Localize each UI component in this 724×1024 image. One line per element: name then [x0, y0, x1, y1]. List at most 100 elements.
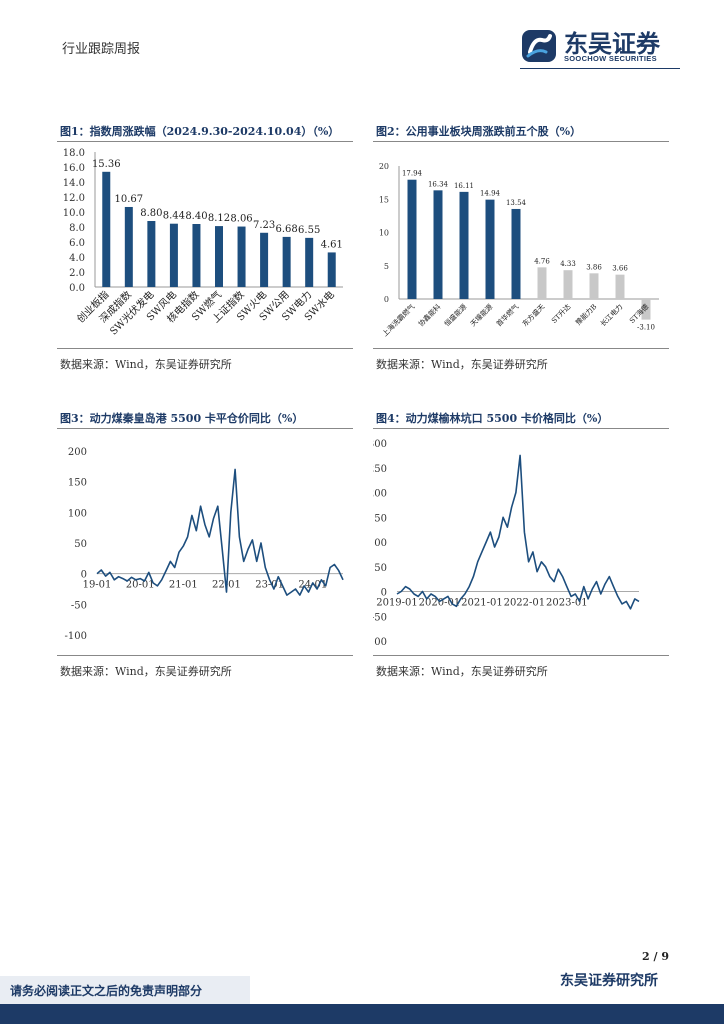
fig1-value-label: 4.61: [321, 239, 343, 250]
fig3-y-tick: 150: [68, 478, 87, 489]
fig4-bottom-rule: [373, 655, 669, 656]
fig2-value-label: -3.10: [637, 324, 655, 332]
fig2-title: 图2：公用事业板块周涨跌前五个股（%）: [376, 125, 582, 138]
fig2-category-label: 协鑫能科: [416, 302, 442, 328]
report-type: 行业跟踪周报: [62, 42, 141, 57]
fig1-title: 图1：指数周涨跌幅（2024.9.30-2024.10.04）（%）: [60, 125, 340, 138]
fig3-y-tick: 200: [68, 447, 87, 458]
fig1-value-label: 8.44: [163, 211, 185, 222]
fig4-y-tick: 150: [373, 513, 387, 524]
fig3-y-tick: 50: [74, 539, 87, 550]
fig2-y-tick: 10: [379, 229, 389, 238]
fig4-source: 数据来源：Wind，东吴证券研究所: [376, 665, 548, 678]
fig1-y-tick: 12.0: [63, 193, 85, 204]
fig3-y-tick: -100: [65, 631, 87, 642]
logo-english: SOOCHOW SECURITIES: [564, 54, 657, 63]
fig3-top-rule: [57, 428, 353, 429]
fig1-y-tick: 18.0: [63, 148, 85, 159]
fig2-y-tick: 15: [379, 195, 389, 204]
page-number: 2 / 9: [642, 950, 669, 963]
footer-bar: [0, 1004, 724, 1024]
fig3-title: 图3：动力煤秦皇岛港 5500 卡平仓价同比（%）: [60, 412, 304, 425]
fig1-bar: [237, 226, 246, 287]
fig3-x-tick: 19-01: [83, 580, 112, 591]
fig1-bar: [305, 237, 314, 287]
fig3-x-tick: 23-01: [255, 580, 284, 591]
fig1-bar: [192, 224, 201, 287]
fig2-chart: 0 5 10 15 20 17.94 上海洗霸燃气 16.34 协鑫能科 16.11 恒盛能源 14.…: [379, 162, 659, 338]
fig3-y-tick: 0: [81, 570, 87, 581]
fig4-x-tick: 2023-01: [546, 598, 588, 609]
fig4-top-rule: [373, 428, 669, 429]
fig4-y-tick: -50: [373, 612, 387, 623]
logo-name: 东吴证券: [564, 30, 660, 58]
fig1-bar: [327, 252, 336, 287]
fig2-category-label: 东方盛天: [520, 302, 546, 328]
logo-underline: [520, 68, 680, 69]
fig1-value-label: 6.55: [298, 225, 320, 236]
fig1-top-rule: [57, 141, 353, 142]
fig1-bar: [260, 232, 269, 287]
fig2-value-label: 13.54: [506, 199, 527, 207]
logo-mark-icon: [522, 30, 556, 62]
fig2-bar: [433, 190, 443, 299]
fig3-source: 数据来源：Wind，东吴证券研究所: [60, 665, 232, 678]
fig2-category-label: 长江电力: [598, 302, 624, 328]
fig2-bar: [563, 270, 573, 299]
fig4-x-tick: 2020-01: [419, 598, 461, 609]
fig2-bar: [407, 179, 417, 299]
fig2-category-label: 上海洗霸燃气: [380, 302, 416, 338]
fig2-bar: [459, 191, 469, 299]
fig1-bar: [215, 226, 223, 287]
fig1-y-tick: 6.0: [69, 238, 85, 249]
fig1-y-tick: 2.0: [69, 268, 85, 279]
fig2-category-label: ST升达: [549, 302, 572, 325]
fig3-x-tick: 24-01: [298, 580, 327, 591]
fig1-value-label: 10.67: [114, 194, 143, 205]
disclaimer-text: 请务必阅读正文之后的免责声明部分: [10, 984, 203, 998]
fig3-x-tick: 20-01: [126, 580, 155, 591]
fig2-value-label: 4.33: [560, 260, 576, 268]
fig4-x-tick: 2019-01: [376, 598, 418, 609]
fig4-y-tick: -100: [373, 637, 387, 648]
fig4-y-tick: 200: [373, 489, 387, 500]
fig4-x-tick: 2021-01: [461, 598, 503, 609]
fig2-bottom-rule: [373, 348, 669, 349]
fig3-x-tick: 21-01: [169, 580, 198, 591]
fig2-value-label: 17.94: [402, 170, 423, 178]
fig2-y-tick: 5: [384, 262, 389, 271]
fig1-bottom-rule: [57, 348, 353, 349]
fig1-y-tick: 16.0: [63, 163, 85, 174]
fig2-category-label: 豫能力B: [574, 302, 599, 327]
fig1-value-label: 7.23: [253, 220, 275, 231]
fig4-title: 图4：动力煤榆林坑口 5500 卡价格同比（%）: [376, 412, 609, 425]
fig2-source: 数据来源：Wind，东吴证券研究所: [376, 358, 548, 371]
fig2-category-label: 恒盛能源: [442, 302, 468, 328]
disclaimer-banner: 请务必阅读正文之后的免责声明部分: [0, 976, 250, 1004]
fig4-y-tick: 250: [373, 464, 387, 475]
fig4-y-tick: 100: [373, 538, 387, 549]
fig2-y-tick: 0: [384, 295, 389, 304]
fig1-bar: [102, 171, 111, 287]
fig2-top-rule: [373, 141, 669, 142]
fig2-bar: [485, 199, 495, 299]
fig1-bar: [169, 223, 178, 287]
fig2-value-label: 16.11: [454, 182, 474, 190]
company-logo: 东吴证券 SOOCHOW SECURITIES: [520, 26, 680, 66]
fig1-y-tick: 0.0: [69, 283, 85, 294]
fig1-bar: [124, 206, 133, 287]
fig2-value-label: 4.76: [534, 257, 550, 265]
fig3-bottom-rule: [57, 655, 353, 656]
fig1-value-label: 6.68: [276, 224, 298, 235]
fig1-chart: 0.0 2.0 4.0 6.0 8.0 10.0 12.0 14.0 16.0 18.0 15.36…: [63, 148, 343, 338]
fig3-y-tick: 100: [68, 508, 87, 519]
fig4-y-tick: 50: [374, 563, 387, 574]
fig1-value-label: 8.80: [140, 208, 162, 219]
fig4-chart: -100-500501001502002503002019-012020-012…: [373, 439, 640, 648]
fig1-y-tick: 4.0: [69, 253, 85, 264]
fig1-bar: [282, 236, 291, 287]
footer-institute: 东吴证券研究所: [560, 973, 658, 989]
fig3-series-line: [96, 468, 344, 596]
fig1-y-tick: 8.0: [69, 223, 85, 234]
fig4-y-tick: 300: [373, 439, 387, 450]
